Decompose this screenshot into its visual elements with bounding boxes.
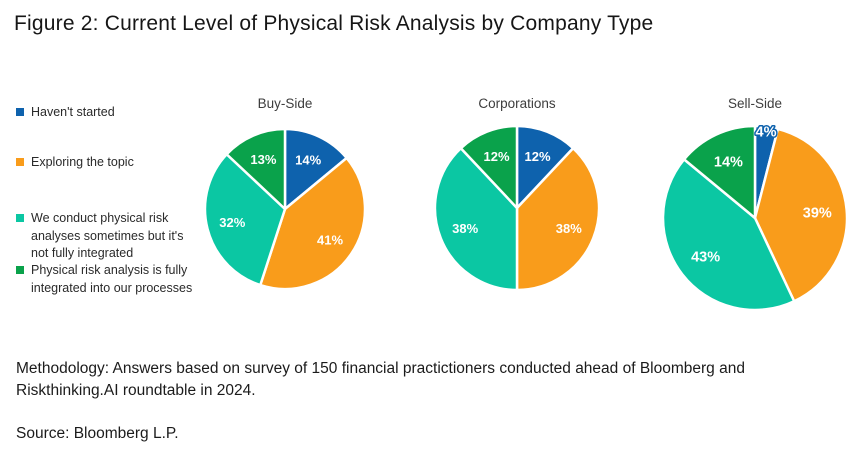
pie-slice (753, 127, 849, 303)
legend-label: Haven't started (31, 105, 115, 119)
pie-slice-label: 32% (219, 215, 245, 230)
legend-item-sometimes-not-integrated: We conduct physical risk analyses someti… (16, 210, 198, 263)
pie-slice (259, 156, 367, 291)
pie-slice-label: 14% (714, 155, 743, 171)
pie-slice-label: 4% (756, 125, 777, 141)
pie-slice (283, 127, 348, 211)
legend-swatch-orange (16, 158, 24, 166)
pie-chart-corporations: 12% 38% 38% 12% (432, 123, 602, 298)
pie-slice-label: 13% (250, 152, 276, 167)
methodology-text: Methodology: Answers based on survey of … (16, 360, 745, 400)
pie-slice (225, 127, 287, 211)
pie-slice (203, 152, 287, 287)
legend-item-havent-started: Haven't started (16, 104, 115, 122)
pie-title-corporations: Corporations (478, 96, 556, 111)
pie-slice-label: 39% (803, 205, 832, 221)
pie-slice (661, 158, 796, 312)
legend-swatch-blue (16, 108, 24, 116)
pie-slice (682, 124, 757, 220)
pie-slice-label: 43% (691, 250, 720, 266)
page-title: Figure 2: Current Level of Physical Risk… (14, 12, 654, 35)
legend-label: Physical risk analysis is fully integrat… (31, 263, 193, 295)
legend-item-exploring-topic: Exploring the topic (16, 154, 134, 172)
legend-swatch-teal (16, 214, 24, 222)
legend-label: Exploring the topic (31, 155, 134, 169)
pie-slice (459, 124, 519, 210)
legend-label: We conduct physical risk analyses someti… (31, 211, 184, 260)
pie-slice-label: 38% (452, 221, 478, 236)
legend-swatch-green (16, 266, 24, 274)
pie-chart-buy-side: 14% 41% 32% 13% (202, 126, 368, 297)
pie-slice (515, 146, 601, 292)
pie-slice-label: 12% (483, 149, 509, 164)
pie-title-buy-side: Buy-Side (257, 96, 313, 111)
pie-slice-label: 12% (524, 149, 550, 164)
pie-slice-label: 41% (317, 232, 343, 247)
pie-slice-label: 14% (295, 153, 321, 168)
pie-slice-label: 38% (556, 221, 582, 236)
source-text: Source: Bloomberg L.P. (16, 425, 179, 442)
legend-item-fully-integrated: Physical risk analysis is fully integrat… (16, 262, 198, 297)
pie-slice (433, 146, 519, 292)
pie-chart-sell-side: 4% 39% 43% 14% (660, 123, 849, 318)
pie-title-sell-side: Sell-Side (727, 96, 783, 111)
